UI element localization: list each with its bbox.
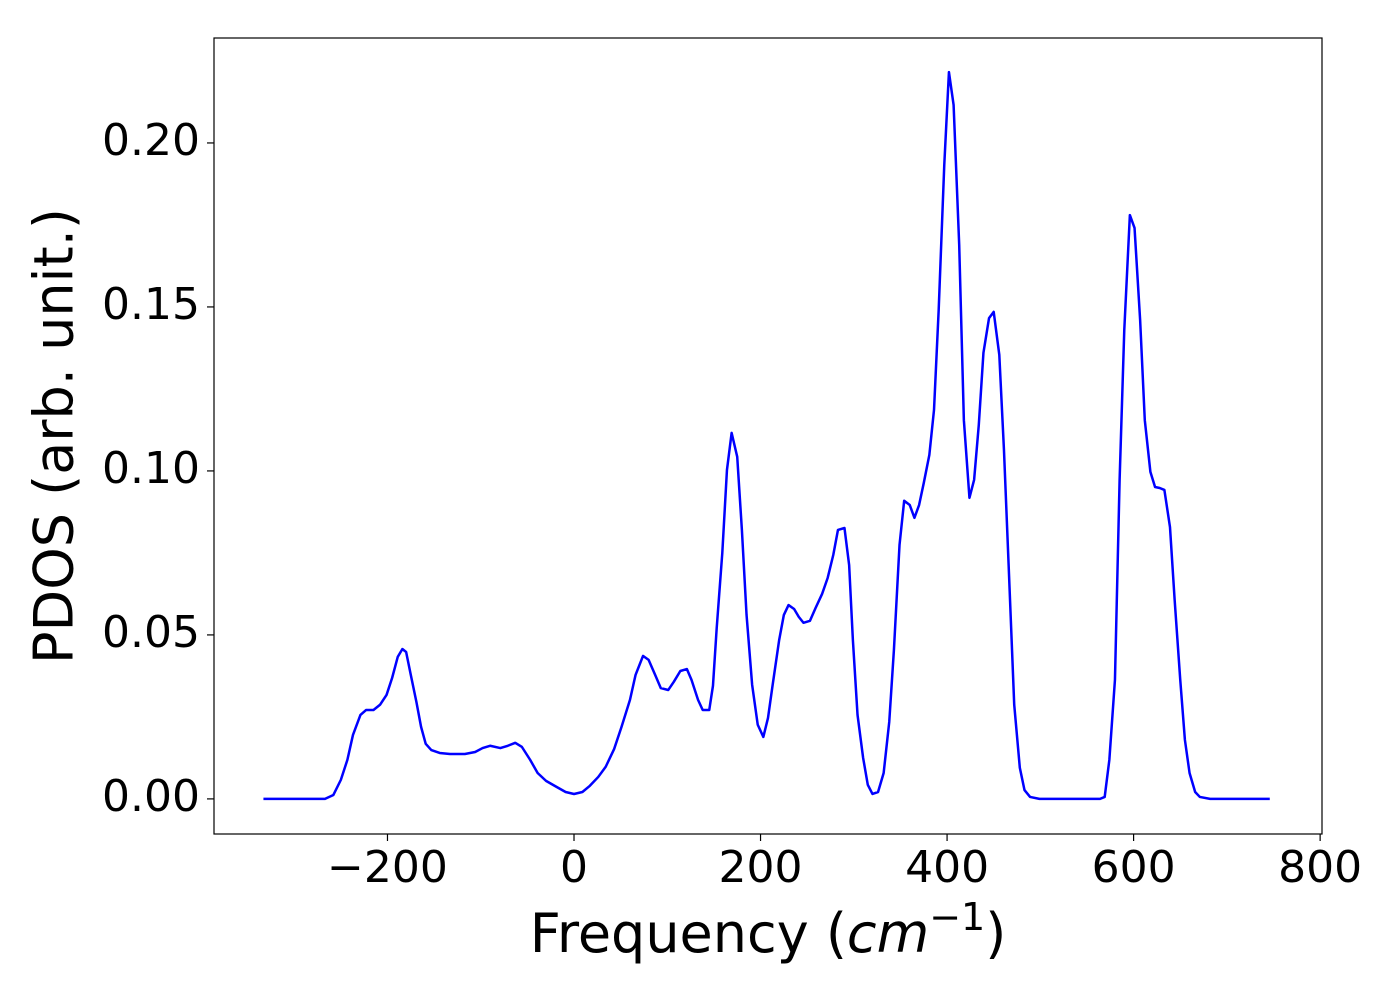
y-tick-label: 0.20 [102,115,200,166]
x-tick-label: 400 [905,842,989,893]
x-axis-label: Frequency (cm−1) [530,895,1007,965]
x-label-text: Frequency ( [530,902,847,965]
plot-frame [213,37,1323,835]
y-axis-label: PDOS (arb. unit.) [23,208,86,664]
x-tick-label: 0 [560,842,588,893]
x-tick-label: 200 [719,842,803,893]
y-tick-label: 0.05 [102,607,200,658]
pdos-line [263,70,1270,801]
y-tick-label: 0.15 [102,279,200,330]
y-tick-label: 0.10 [102,443,200,494]
x-tick-label: 800 [1278,842,1362,893]
x-tick-label: −200 [327,842,448,893]
x-label-exponent: −1 [929,895,985,939]
x-label-unit: cm [847,902,929,965]
x-label-close: ) [985,902,1006,965]
x-tick-label: 600 [1092,842,1176,893]
y-tick-label: 0.00 [102,771,200,822]
